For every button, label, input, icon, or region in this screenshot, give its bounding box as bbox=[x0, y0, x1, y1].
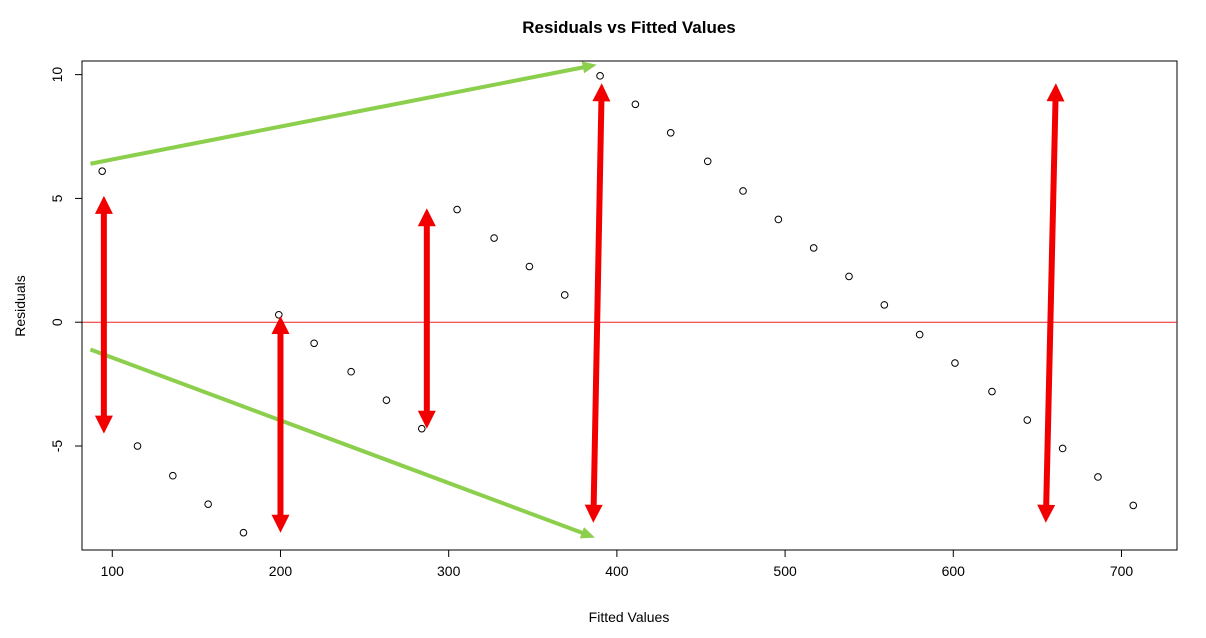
chart-title: Residuals vs Fitted Values bbox=[522, 18, 736, 37]
data-point bbox=[774, 215, 783, 224]
annotation-layer bbox=[89, 61, 1065, 539]
data-point bbox=[988, 387, 996, 396]
data-point bbox=[239, 528, 248, 537]
data-point bbox=[1023, 416, 1032, 424]
x-tick-label: 200 bbox=[269, 563, 293, 579]
data-point bbox=[739, 187, 747, 195]
data-point bbox=[1058, 444, 1067, 453]
green-arrow-shaft bbox=[90, 64, 588, 166]
data-point bbox=[703, 157, 712, 166]
y-tick-label: 0 bbox=[49, 318, 65, 326]
data-point bbox=[845, 272, 853, 281]
x-tick-label: 400 bbox=[605, 563, 629, 579]
data-point bbox=[133, 442, 142, 450]
data-point bbox=[490, 234, 498, 242]
x-tick-label: 100 bbox=[101, 563, 125, 579]
data-point bbox=[951, 359, 959, 367]
red-double-arrow-shaft bbox=[590, 99, 605, 507]
data-point bbox=[596, 72, 604, 80]
red-arrow-head bbox=[94, 415, 113, 434]
data-point bbox=[525, 262, 534, 271]
red-arrow-head bbox=[584, 504, 603, 523]
data-point bbox=[347, 367, 355, 376]
x-axis-label: Fitted Values bbox=[589, 609, 670, 625]
data-point bbox=[274, 310, 283, 319]
y-axis: -5 0 5 10 bbox=[49, 67, 83, 453]
data-point bbox=[417, 424, 426, 433]
red-arrow-head bbox=[94, 195, 113, 214]
data-point bbox=[382, 396, 391, 405]
data-point bbox=[631, 100, 640, 109]
data-point bbox=[1129, 501, 1138, 510]
red-arrow-head bbox=[417, 208, 436, 227]
x-tick-label: 700 bbox=[1110, 563, 1134, 579]
red-arrow-head bbox=[1037, 504, 1056, 523]
x-tick-label: 500 bbox=[773, 563, 797, 579]
data-point bbox=[880, 301, 889, 309]
green-arrow-head bbox=[579, 527, 595, 539]
x-tick-label: 600 bbox=[942, 563, 966, 579]
x-axis: 100 200 300 400 500 600 700 bbox=[101, 549, 1134, 579]
y-tick-label: 10 bbox=[49, 67, 65, 83]
points-layer bbox=[98, 72, 1138, 537]
data-point bbox=[1094, 473, 1102, 481]
y-axis-label: Residuals bbox=[12, 275, 28, 336]
data-point bbox=[560, 291, 569, 299]
red-arrow-head bbox=[271, 514, 290, 533]
x-tick-label: 300 bbox=[437, 563, 461, 579]
red-arrow-head bbox=[1046, 83, 1065, 102]
red-double-arrow-shaft bbox=[1043, 99, 1059, 507]
data-point bbox=[310, 339, 318, 348]
data-point bbox=[169, 471, 177, 480]
data-point bbox=[204, 500, 212, 508]
y-tick-label: 5 bbox=[49, 194, 65, 202]
red-arrow-head bbox=[592, 83, 611, 102]
data-point bbox=[915, 330, 924, 339]
data-point bbox=[98, 167, 106, 175]
green-arrow-shaft bbox=[89, 347, 587, 537]
y-tick-label: -5 bbox=[49, 440, 65, 453]
red-arrow-head bbox=[271, 316, 290, 334]
red-arrow-head bbox=[417, 410, 436, 429]
data-point bbox=[809, 244, 818, 252]
green-arrow-head bbox=[581, 61, 597, 74]
data-point bbox=[453, 205, 461, 214]
data-point bbox=[666, 129, 675, 137]
